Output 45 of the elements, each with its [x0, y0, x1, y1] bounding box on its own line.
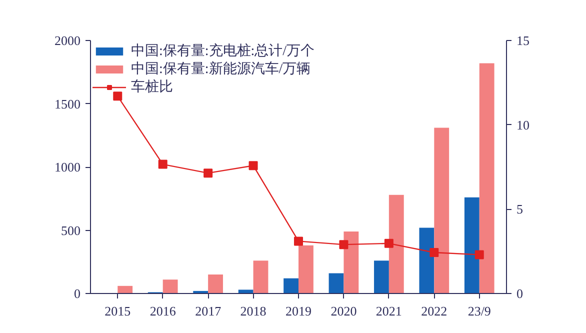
x-tick-label: 2019: [286, 304, 312, 318]
bar: [328, 273, 344, 294]
bar: [298, 245, 314, 294]
x-tick-label: 2016: [150, 304, 176, 318]
y-tick-label: 1000: [54, 160, 80, 174]
point: [384, 238, 394, 248]
y-tick-label: 0: [74, 286, 80, 301]
legend-label: 中国:保有量:充电桩:总计/万个: [131, 42, 315, 60]
bar: [284, 278, 298, 294]
point: [430, 248, 439, 258]
bar: [374, 260, 389, 294]
x-tick-label: 2017: [195, 304, 222, 318]
bar: [208, 274, 223, 294]
point: [204, 168, 213, 178]
x-tick-label: 2021: [376, 304, 402, 318]
bar: [253, 260, 268, 294]
x-tick-label: 2018: [240, 304, 266, 318]
legend-label: 车桩比: [131, 78, 173, 96]
point: [474, 250, 484, 260]
bar: [479, 63, 494, 294]
x-tick-label: 2020: [330, 304, 357, 318]
point: [339, 240, 348, 250]
y2-tick-label: 15: [516, 33, 530, 48]
y-tick-label: 500: [61, 222, 80, 238]
point: [294, 236, 303, 246]
legend-label: 中国:保有量:新能源汽车/万辆: [131, 60, 311, 78]
y-tick-label: 1500: [54, 96, 80, 112]
bar: [388, 194, 404, 294]
bar: [162, 280, 178, 294]
y2-tick-label: 0: [516, 286, 523, 301]
bar: [118, 286, 133, 294]
bar: [434, 128, 450, 294]
y2-tick-label: 5: [516, 202, 523, 217]
point: [158, 160, 168, 169]
x-tick-label: 2022: [421, 304, 448, 318]
point: [113, 92, 122, 101]
bar: [344, 232, 359, 294]
point: [248, 161, 258, 170]
y-tick-label: 2000: [54, 33, 80, 48]
x-tick-label: 2015: [104, 304, 131, 318]
x-tick-label: 23/9: [468, 304, 491, 318]
y2-tick-label: 10: [516, 117, 530, 132]
bar: [419, 228, 434, 294]
bar: [464, 197, 480, 294]
bar: [238, 290, 254, 294]
